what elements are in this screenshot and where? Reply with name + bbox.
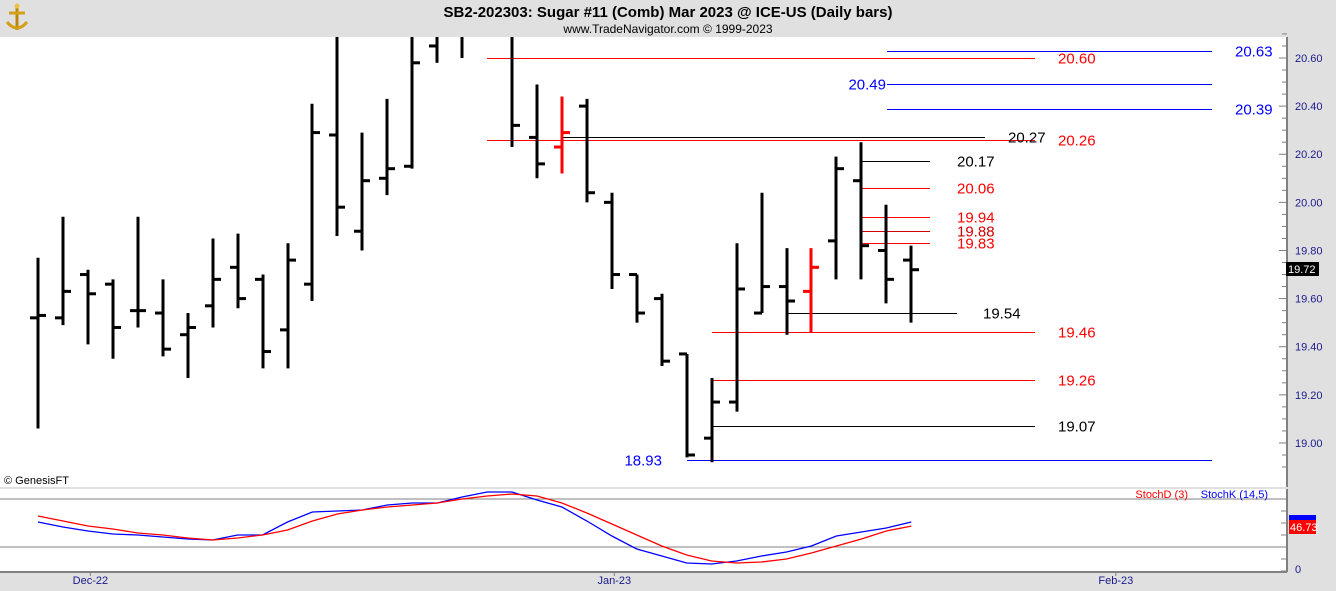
level-label: 19.83	[957, 236, 995, 253]
price-tick-label: 19.80	[1295, 245, 1323, 257]
level-label: 20.06	[957, 181, 995, 198]
ohlc-bar	[379, 98, 395, 196]
ohlc-bar	[903, 245, 919, 323]
ohlc-bar	[579, 98, 595, 203]
ohlc-bar	[130, 216, 146, 328]
stoch-lines	[37, 491, 912, 565]
ohlc-bar	[280, 243, 296, 369]
copyright-label: © GenesisFT	[4, 475, 69, 487]
ohlc-bar	[754, 192, 770, 315]
level-label: 20.27	[1008, 130, 1046, 147]
ohlc-bar	[803, 248, 819, 333]
price-tick-label: 19.20	[1295, 390, 1323, 402]
level-label: 20.26	[1058, 133, 1096, 150]
level-label: 19.54	[983, 306, 1021, 323]
date-label: Jan-23	[598, 575, 632, 587]
ohlc-bar	[460, 37, 464, 58]
level-label: 19.26	[1058, 373, 1096, 390]
ohlc-bar	[853, 142, 869, 280]
ohlc-bar	[105, 279, 121, 359]
stochastics-pane[interactable]	[0, 489, 1287, 572]
chart-title: SB2-202303: Sugar #11 (Comb) Mar 2023 @ …	[444, 4, 893, 21]
price-tick-label: 19.40	[1295, 342, 1323, 354]
ohlc-bar	[255, 274, 271, 369]
ohlc-bar	[205, 238, 221, 328]
ohlc-bar	[80, 269, 96, 345]
level-label: 19.07	[1058, 419, 1096, 436]
date-axis: Dec-22 Jan-23 Feb-23	[73, 572, 1133, 587]
level-label: 20.60	[1058, 51, 1096, 68]
ohlc-bar	[828, 156, 844, 280]
last-price-label: 19.72	[1288, 264, 1316, 276]
legend-stochk: StochK (14,5)	[1201, 489, 1268, 501]
level-label: 20.17	[957, 154, 995, 171]
level-label: 20.49	[848, 77, 886, 94]
stochd-line	[37, 493, 912, 564]
ohlc-bar	[354, 132, 370, 251]
ohlc-bar	[654, 293, 670, 366]
level-label: 18.93	[624, 453, 662, 470]
date-label: Dec-22	[73, 575, 108, 587]
price-tick-label: 20.40	[1295, 101, 1323, 113]
level-label: 19.94	[957, 210, 995, 227]
level-labels: 20.63 20.60 20.49 20.39 20.27 20.26 20.17 20.06…	[624, 44, 1272, 470]
price-tick-label: 19.00	[1295, 438, 1323, 450]
price-tick-label: 20.00	[1295, 197, 1323, 209]
level-label: 19.46	[1058, 325, 1096, 342]
stochk-line	[37, 491, 912, 565]
price-tick-label: 19.60	[1295, 294, 1323, 306]
price-tick-label: 20.20	[1295, 149, 1323, 161]
ohlc-bar	[230, 233, 246, 309]
level-label: 19.88	[957, 224, 995, 241]
ohlc-bar	[329, 37, 345, 237]
ohlc-bar	[30, 257, 46, 429]
ohlc-bar	[404, 37, 420, 169]
stochk-value-badge	[1289, 515, 1316, 522]
ohlc-bar	[878, 204, 894, 304]
stochd-value-label: 46.73	[1290, 522, 1318, 534]
ohlc-bar	[180, 313, 196, 378]
ohlc-bar	[679, 352, 695, 458]
level-label: 20.63	[1235, 44, 1273, 61]
ohlc-bar	[554, 96, 570, 174]
last-price-badge	[1286, 262, 1319, 276]
ohlc-bar	[604, 192, 620, 289]
stoch-zero-label: 0	[1295, 564, 1301, 576]
price-axis: 19.00 19.20 19.40 19.60 19.80 20.00 20.20 20.40…	[1279, 33, 1323, 468]
ohlc-bar	[729, 243, 745, 412]
ohlc-bar	[629, 273, 645, 323]
legend-stochd: StochD (3)	[1135, 489, 1188, 501]
ohlc-bar	[510, 37, 520, 148]
anchor-logo-icon	[4, 2, 34, 34]
price-tick-label: 20.60	[1295, 53, 1323, 65]
ohlc-bar	[779, 248, 795, 335]
ohlc-bar	[429, 37, 439, 63]
price-bars	[30, 37, 919, 463]
date-label: Feb-23	[1098, 575, 1133, 587]
ohlc-bar	[529, 84, 545, 179]
stochd-value-badge	[1289, 520, 1316, 534]
ohlc-bar	[55, 216, 71, 326]
ohlc-bar	[704, 377, 720, 463]
ohlc-bar	[155, 279, 171, 357]
level-label: 20.39	[1235, 102, 1273, 119]
level-lines	[487, 51, 1212, 461]
ohlc-bar	[304, 103, 320, 302]
chart-subtitle: www.TradeNavigator.com © 1999-2023	[562, 22, 772, 36]
stoch-axis	[1281, 498, 1287, 572]
